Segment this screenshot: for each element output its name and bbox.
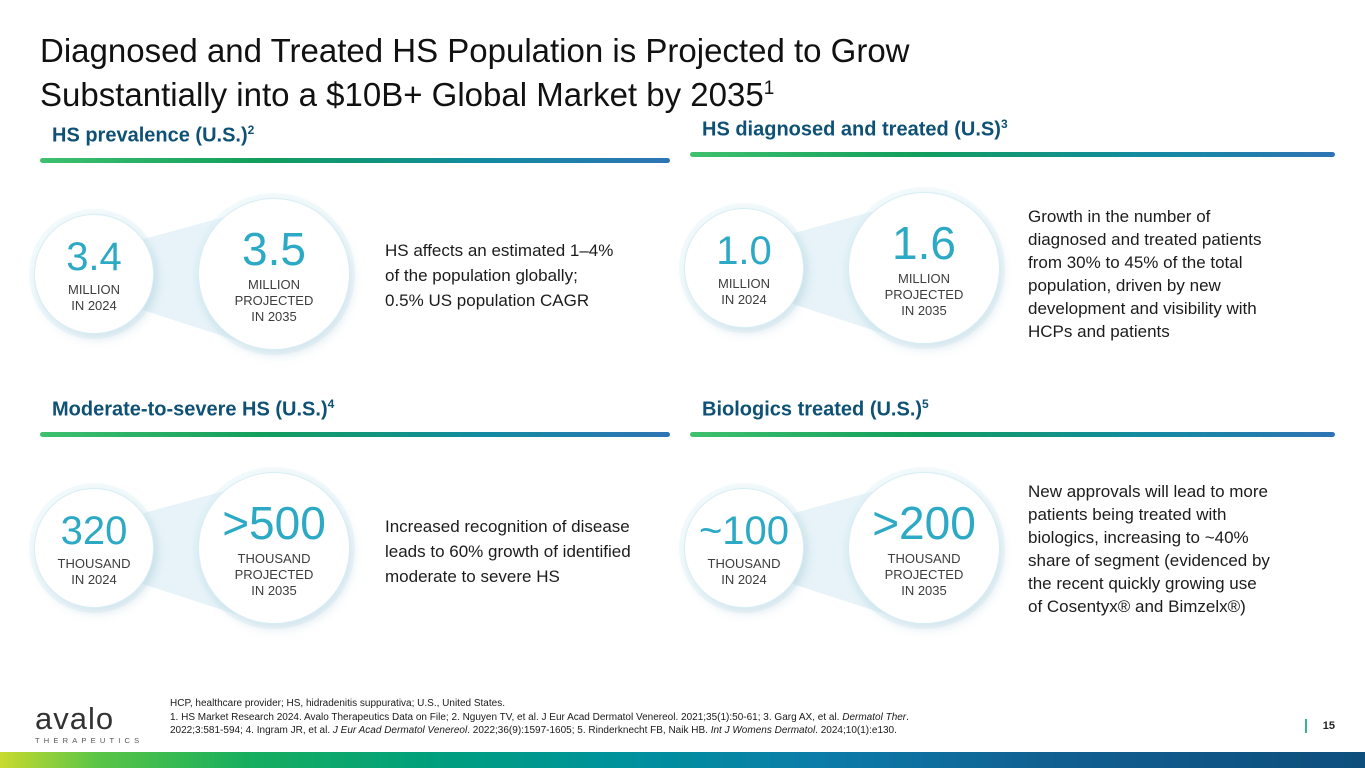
- stat-circle-2035: 3.5 MILLION PROJECTED IN 2035: [198, 198, 350, 350]
- panel-header: HS diagnosed and treated (U.S)3: [702, 117, 1008, 141]
- panel-description: New approvals will lead to more patients …: [1028, 482, 1270, 616]
- page-number-divider: [1304, 719, 1307, 733]
- avalo-logo: avalo THERAPEUTICS: [35, 701, 144, 745]
- stat-label-2024: THOUSAND IN 2024: [57, 555, 131, 587]
- references-line-1: 1. HS Market Research 2024. Avalo Therap…: [170, 711, 909, 723]
- panel-header: Biologics treated (U.S.)5: [702, 397, 929, 421]
- slide-title-line1: Diagnosed and Treated HS Population is P…: [40, 32, 910, 70]
- header-underline: [40, 157, 670, 163]
- stat-circle-2035: >200 THOUSAND PROJECTED IN 2035: [848, 472, 1000, 624]
- stat-value-2035: >500: [222, 496, 326, 549]
- page-number-area: 15: [1304, 719, 1335, 733]
- references-line-2: 2022;3:581-594; 4. Ingram JR, et al. J E…: [170, 725, 897, 736]
- stat-value-2035: >200: [872, 496, 976, 549]
- stat-value-2024: ~100: [698, 508, 790, 553]
- header-superscript: 3: [1000, 117, 1008, 131]
- stat-circle-2024: ~100 THOUSAND IN 2024: [684, 488, 804, 608]
- stat-circle-2024: 1.0 MILLION IN 2024: [684, 208, 804, 328]
- panel-description: Growth in the number of diagnosed and tre…: [1028, 207, 1262, 341]
- stat-circle-2035: 1.6 MILLION PROJECTED IN 2035: [848, 192, 1000, 344]
- stat-value-2024: 320: [60, 508, 128, 553]
- stat-circle-2024: 3.4 MILLION IN 2024: [34, 214, 154, 334]
- logo-tagline: THERAPEUTICS: [35, 736, 144, 745]
- stat-label-2035: MILLION PROJECTED IN 2035: [234, 276, 314, 324]
- stat-value-2035: 3.5: [242, 222, 306, 275]
- stat-value-2024: 3.4: [66, 234, 122, 279]
- header-underline: [690, 151, 1335, 157]
- stat-label-2024: MILLION IN 2024: [67, 281, 120, 313]
- stat-label-2024: MILLION IN 2024: [717, 275, 770, 307]
- slide-title-line2: Substantially into a $10B+ Global Market…: [40, 76, 775, 114]
- stat-label-2024: THOUSAND IN 2024: [707, 555, 781, 587]
- panel-header: Moderate-to-severe HS (U.S.)4: [52, 397, 335, 421]
- header-superscript: 2: [247, 123, 255, 137]
- panel-hs-prevalence: HS prevalence (U.S.)2 3.4 MILLION IN 202…: [34, 118, 670, 380]
- page-number: 15: [1322, 720, 1335, 732]
- panel-description: Increased recognition of disease leads to…: [385, 517, 631, 586]
- panel-biologics-treated: Biologics treated (U.S.)5 ~100 THOUSAND …: [684, 392, 1335, 654]
- header-underline: [690, 431, 1335, 437]
- stat-value-2024: 1.0: [716, 228, 772, 273]
- logo-wordmark: avalo: [35, 701, 115, 736]
- title-superscript: 1: [763, 78, 775, 100]
- panel-description: HS affects an estimated 1–4% of the popul…: [385, 241, 614, 310]
- stat-circle-2035: >500 THOUSAND PROJECTED IN 2035: [198, 472, 350, 624]
- stat-circle-2024: 320 THOUSAND IN 2024: [34, 488, 154, 608]
- stat-label-2035: MILLION PROJECTED IN 2035: [884, 270, 964, 318]
- stat-value-2035: 1.6: [892, 216, 956, 269]
- slide-title: Diagnosed and Treated HS Population is P…: [40, 32, 910, 114]
- bottom-gradient-bar: [0, 752, 1365, 768]
- stat-label-2035: THOUSAND PROJECTED IN 2035: [234, 550, 314, 598]
- panel-moderate-severe-hs: Moderate-to-severe HS (U.S.)4 320 THOUSA…: [34, 392, 670, 654]
- panel-hs-diagnosed-treated: HS diagnosed and treated (U.S)3 1.0 MILL…: [684, 112, 1335, 374]
- panel-header: HS prevalence (U.S.)2: [52, 123, 255, 147]
- header-superscript: 4: [327, 397, 335, 411]
- header-underline: [40, 431, 670, 437]
- header-superscript: 5: [922, 397, 929, 411]
- stat-label-2035: THOUSAND PROJECTED IN 2035: [884, 550, 964, 598]
- abbreviations-line: HCP, healthcare provider; HS, hidradenit…: [170, 698, 505, 709]
- footnotes: HCP, healthcare provider; HS, hidradenit…: [170, 697, 1080, 738]
